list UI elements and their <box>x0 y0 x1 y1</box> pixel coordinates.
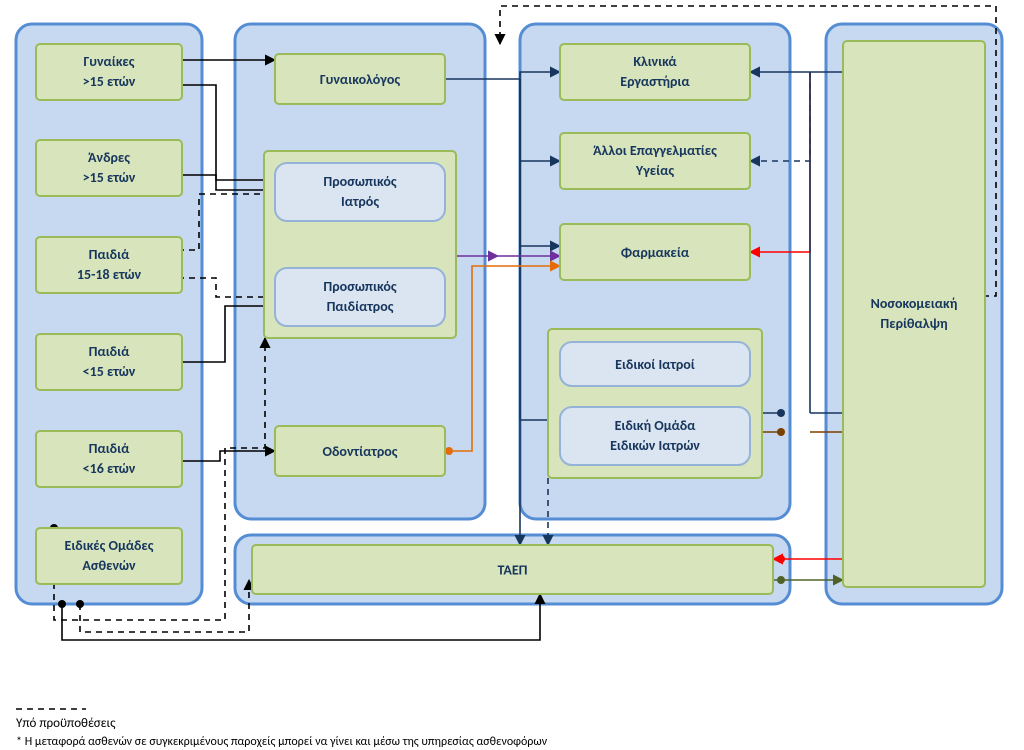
c4-hospital-label2: Περίθαλψη <box>880 315 947 332</box>
healthcare-flow-diagram: Γυναίκες >15 ετών Άνδρες >15 ετών Παιδιά 15-1… <box>0 0 1024 704</box>
c3-s1-label1: Κλινικά <box>633 53 677 70</box>
c3-s2-label1: Άλλοι Επαγγελματίες <box>593 142 717 159</box>
edge-e-d4-s3-origin-dot <box>445 447 453 455</box>
c3-s5-label1: Ειδική Ομάδα <box>615 417 697 434</box>
c2-d3-label1: Προσωπικός <box>323 278 396 295</box>
c1-g2-label1: Άνδρες <box>88 149 130 166</box>
c1-g3-label1: Παιδιά <box>89 246 131 263</box>
c2-d3-label2: Παιδίατρος <box>327 298 394 315</box>
edge-e-h-spec-b-origin-dot <box>777 409 785 417</box>
c1-g4-label2: <15 ετών <box>83 363 136 380</box>
c3-s1-label2: Εργαστήρια <box>620 73 690 90</box>
c4-hospital <box>843 41 985 587</box>
c3-s5-label2: Ειδικών Ιατρών <box>610 437 700 454</box>
edge-e-c1-taep2-origin-dot <box>76 600 84 608</box>
legend-dashed: Υπό προϋποθέσεις <box>16 716 115 731</box>
c2-d2-label1: Προσωπικός <box>323 173 396 190</box>
edge-e-h-spec-r-origin-dot <box>777 428 785 436</box>
c1-g5-label2: <16 ετών <box>83 460 136 477</box>
taep-label: ΤΑΕΠ <box>498 562 528 579</box>
c1-g6-label2: Ασθενών <box>82 557 136 574</box>
c2-d4-label: Οδοντίατρος <box>323 443 398 460</box>
c3-s2-label2: Υγείας <box>635 162 674 179</box>
c1-g4-label1: Παιδιά <box>89 343 131 360</box>
edge-e-h-taep-origin-dot <box>777 555 785 563</box>
column-c1 <box>16 24 202 604</box>
c1-g1-label2: >15 ετών <box>83 73 136 90</box>
c1-g1-label1: Γυναίκες <box>84 53 135 70</box>
c1-g3-label2: 15-18 ετών <box>77 266 142 283</box>
c3-s5 <box>560 407 750 465</box>
c3-s3-label: Φαρμακεία <box>621 244 690 261</box>
c2-d1-label: Γυναικολόγος <box>320 71 400 88</box>
footnote: * Η μεταφορά ασθενών σε συγκεκριμένους π… <box>16 735 547 749</box>
c3-s4-label: Ειδικοί Ιατροί <box>615 356 695 373</box>
c1-g2-label2: >15 ετών <box>83 169 136 186</box>
c1-g5-label1: Παιδιά <box>89 440 131 457</box>
edge-e-taep-h-origin-dot <box>777 576 785 584</box>
edge-e-c1-taep1-origin-dot <box>58 600 66 608</box>
c2-d2-label2: Ιατρός <box>341 193 379 210</box>
c2-d2 <box>275 163 445 221</box>
c2-d3 <box>275 268 445 326</box>
c1-g6-label1: Ειδικές Ομάδες <box>65 537 154 554</box>
c4-hospital-label1: Νοσοκομειακή <box>871 295 958 312</box>
